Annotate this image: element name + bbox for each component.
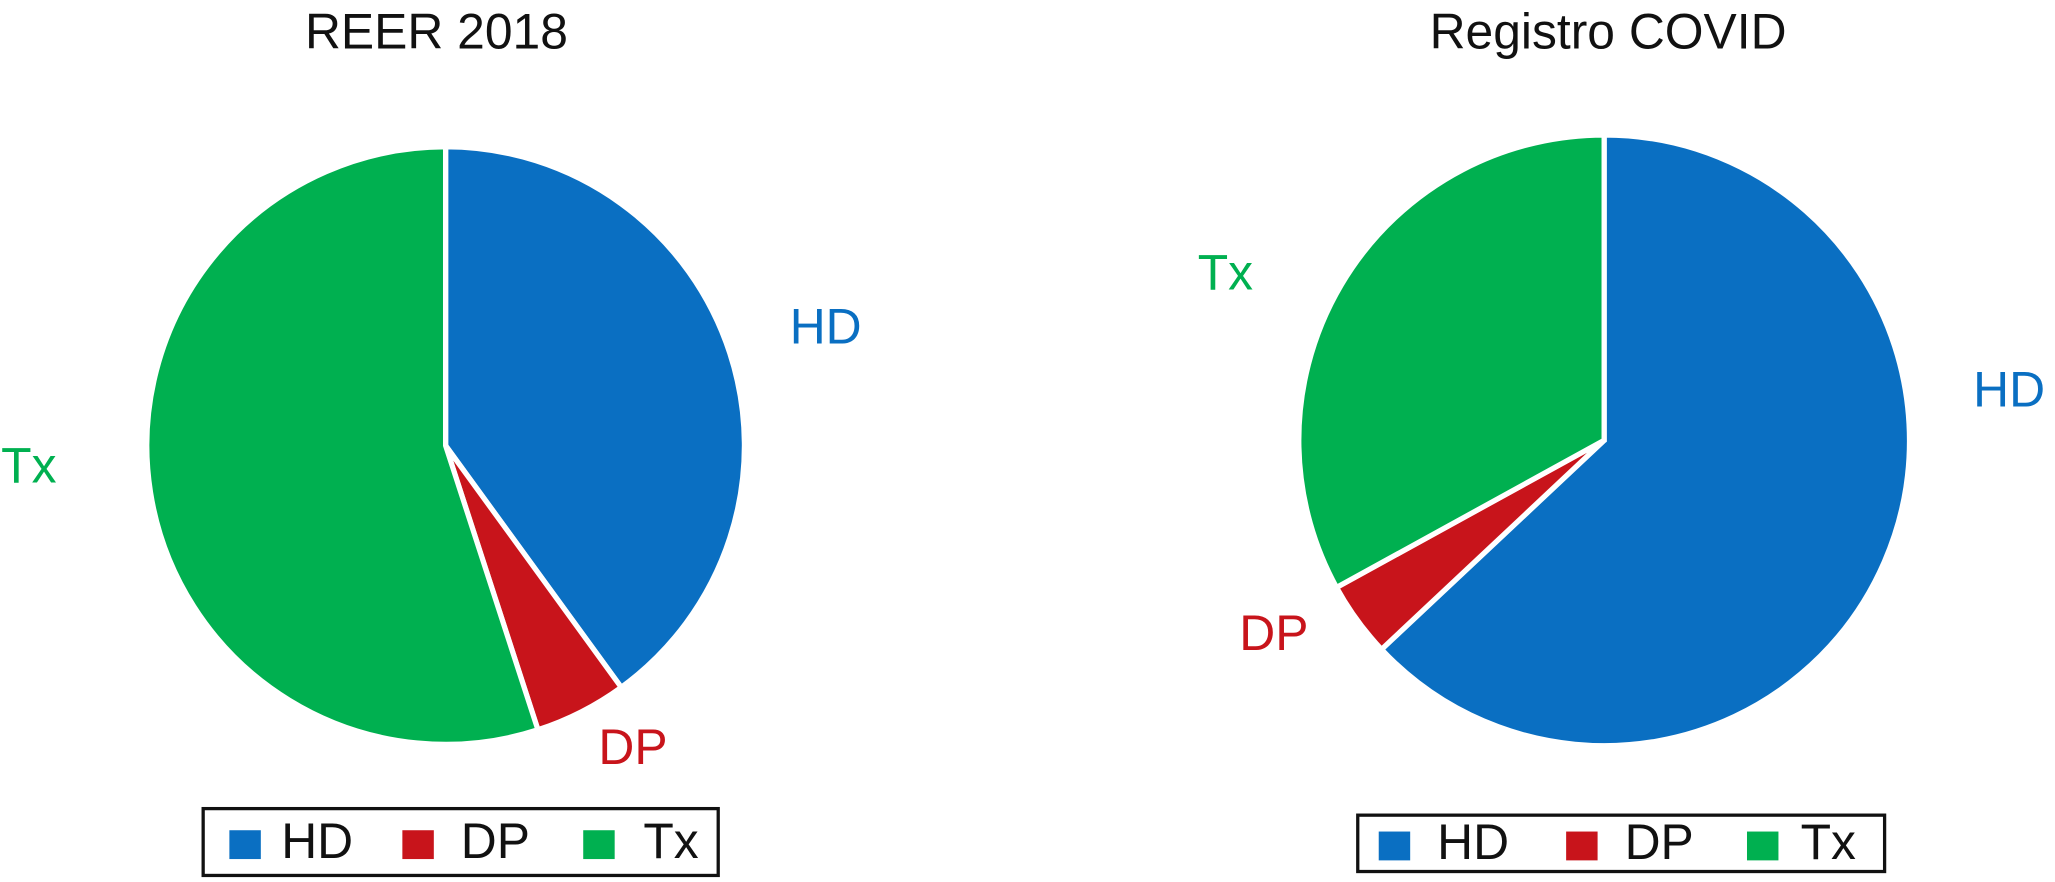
legend-swatch bbox=[1746, 831, 1779, 861]
slice-label: HD bbox=[1973, 361, 2045, 417]
legend-label: Tx bbox=[643, 813, 698, 869]
legend-swatch bbox=[583, 830, 615, 860]
chart-title: Registro COVID bbox=[1430, 4, 1787, 60]
slice-label: DP bbox=[598, 719, 667, 775]
legend-label: Tx bbox=[1801, 814, 1856, 870]
pie-slice bbox=[1296, 132, 1607, 592]
slice-label: HD bbox=[790, 298, 862, 354]
slice-label: Tx bbox=[1, 437, 56, 493]
legend-label: HD bbox=[1437, 814, 1509, 870]
legend-swatch bbox=[229, 830, 261, 860]
legend-swatch bbox=[402, 830, 434, 860]
legend-label: HD bbox=[281, 813, 353, 869]
pie-slice bbox=[1377, 132, 1913, 749]
legend-box bbox=[1356, 813, 1887, 874]
pie-slice bbox=[442, 144, 748, 691]
slice-label: Tx bbox=[1198, 245, 1253, 301]
slice-label: DP bbox=[1239, 605, 1308, 661]
pie-slice bbox=[144, 144, 542, 747]
legend-label: DP bbox=[461, 813, 530, 869]
legend-swatch bbox=[1566, 831, 1598, 861]
legend-label: DP bbox=[1625, 814, 1694, 870]
legend-box bbox=[201, 806, 720, 878]
chart-title: REER 2018 bbox=[305, 4, 568, 60]
legend-swatch bbox=[1378, 831, 1411, 861]
